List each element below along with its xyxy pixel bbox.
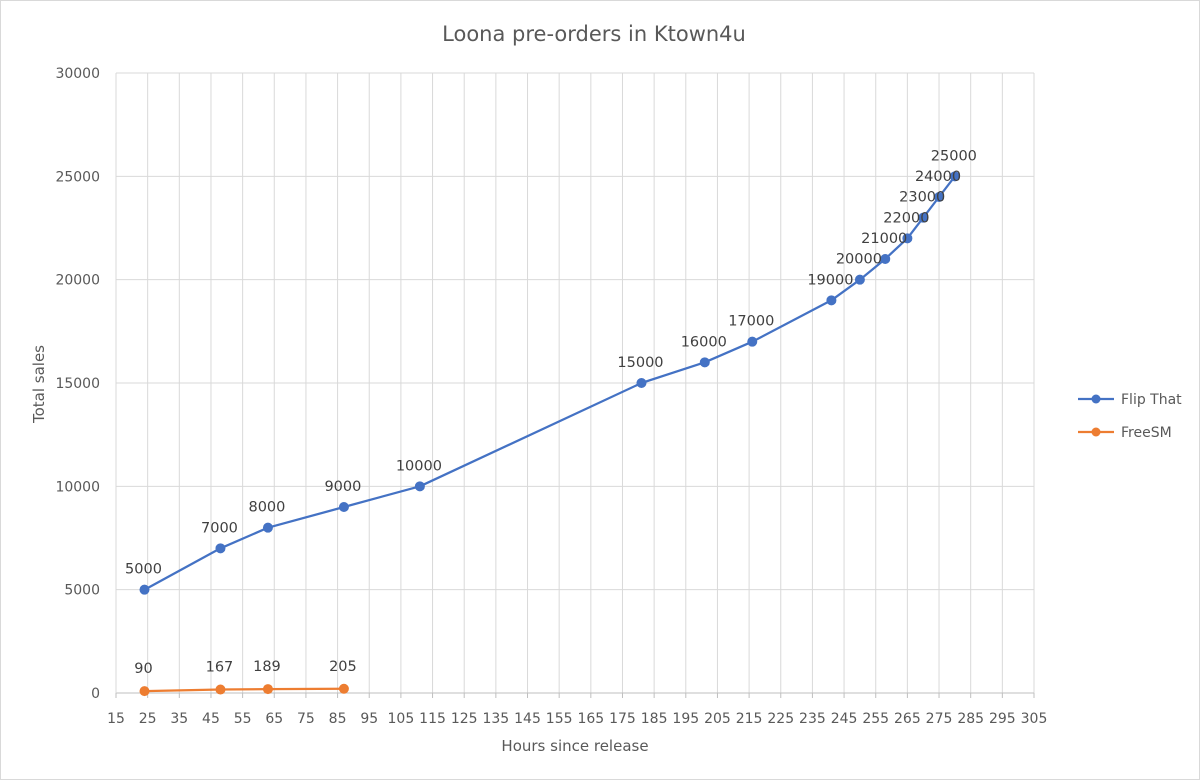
chart-title: Loona pre-orders in Ktown4u — [442, 22, 746, 46]
data-label-flip-that: 16000 — [681, 334, 727, 350]
x-tick-label: 275 — [926, 711, 953, 727]
data-label-flip-that: 24000 — [915, 169, 961, 185]
x-tick-label: 185 — [641, 711, 668, 727]
x-tick-label: 175 — [609, 711, 636, 727]
y-tick-label: 0 — [91, 686, 100, 702]
x-tick-label: 135 — [482, 711, 509, 727]
data-label-flip-that: 20000 — [836, 252, 882, 268]
point-flip-that — [139, 584, 150, 595]
x-tick-label: 115 — [419, 711, 446, 727]
legend-label-flip-that: Flip That — [1121, 392, 1182, 408]
x-axis-ticks: 15 25 35 45 55 65 75 85 95 105 115 125 135 145 155 165 1… — [107, 711, 1047, 727]
data-label-flip-that: 19000 — [807, 272, 853, 288]
data-label-flip-that: 17000 — [728, 314, 774, 330]
y-tick-label: 20000 — [55, 273, 100, 289]
x-tick-label: 45 — [202, 711, 220, 727]
x-tick-label: 35 — [170, 711, 188, 727]
y-tick-label: 15000 — [55, 376, 100, 392]
data-label-flip-that: 21000 — [861, 231, 907, 247]
point-flip-that — [414, 481, 425, 492]
data-label-flip-that: 5000 — [125, 562, 162, 578]
x-tick-label: 195 — [672, 711, 699, 727]
x-tick-label: 245 — [831, 711, 858, 727]
point-flip-that — [918, 212, 929, 223]
point-flip-that — [338, 502, 349, 512]
data-label-flip-that: 10000 — [396, 458, 442, 474]
point-freesm — [215, 684, 226, 695]
x-tick-label: 265 — [894, 711, 921, 727]
x-tick-label: 95 — [360, 711, 378, 727]
data-label-freesm: 205 — [329, 659, 357, 675]
x-axis-title: Hours since release — [501, 737, 648, 755]
point-freesm — [338, 683, 349, 694]
point-flip-that — [747, 336, 758, 347]
point-flip-that — [854, 274, 865, 285]
x-tick-label: 205 — [704, 711, 731, 727]
x-tick-label: 85 — [329, 711, 347, 727]
data-label-freesm: 167 — [206, 660, 234, 676]
gridlines — [116, 72, 1035, 693]
x-tick-label: 145 — [514, 711, 541, 727]
point-flip-that — [902, 233, 913, 244]
x-tick-label: 75 — [297, 711, 315, 727]
legend-label-freesm: FreeSM — [1121, 425, 1172, 441]
data-label-freesm: 189 — [253, 659, 281, 675]
point-freesm — [262, 684, 273, 695]
point-flip-that — [880, 254, 891, 264]
x-tick-label: 65 — [265, 711, 283, 727]
data-label-flip-that: 22000 — [883, 210, 929, 226]
x-tick-label: 235 — [799, 711, 826, 727]
x-tick-label: 55 — [234, 711, 252, 727]
x-tick-label: 255 — [862, 711, 889, 727]
data-label-flip-that: 9000 — [324, 479, 361, 495]
x-tick-label: 155 — [546, 711, 573, 727]
series-line-freesm — [144, 687, 344, 693]
x-tick-label: 285 — [957, 711, 984, 727]
x-tick-label: 25 — [139, 711, 157, 727]
point-flip-that — [636, 378, 647, 388]
y-tick-label: 5000 — [64, 583, 100, 599]
x-tick-label: 105 — [388, 711, 415, 727]
x-tick-label: 15 — [107, 711, 125, 727]
point-flip-that — [934, 192, 945, 202]
data-label-flip-that: 7000 — [201, 520, 238, 536]
legend-marker-flip-that — [1091, 394, 1101, 404]
y-tick-label: 10000 — [55, 479, 100, 495]
point-flip-that — [262, 522, 273, 533]
point-flip-that — [699, 357, 710, 368]
point-freesm — [139, 686, 150, 697]
point-flip-that — [826, 295, 837, 306]
legend-marker-freesm — [1091, 427, 1101, 437]
x-tick-label: 215 — [736, 711, 763, 727]
x-tick-label: 295 — [989, 711, 1016, 727]
legend: Flip That FreeSM — [1078, 392, 1182, 441]
series-layer — [139, 171, 960, 697]
y-tick-label: 25000 — [55, 169, 100, 185]
point-flip-that — [949, 171, 960, 182]
data-label-freesm: 90 — [134, 661, 152, 677]
data-label-flip-that: 15000 — [617, 355, 663, 371]
y-tick-label: 30000 — [55, 66, 100, 82]
x-tick-label: 125 — [451, 711, 478, 727]
x-tick-label: 165 — [577, 711, 604, 727]
axes — [115, 73, 1035, 698]
data-label-flip-that: 25000 — [931, 148, 977, 164]
point-flip-that — [215, 543, 226, 554]
data-label-flip-that: 23000 — [899, 190, 945, 206]
y-axis-ticks: 0 5000 10000 15000 20000 25000 30000 — [55, 66, 100, 702]
data-label-flip-that: 8000 — [248, 500, 285, 516]
x-tick-label: 225 — [767, 711, 794, 727]
y-axis-title: Total sales — [30, 345, 48, 424]
x-tick-label: 305 — [1021, 711, 1048, 727]
